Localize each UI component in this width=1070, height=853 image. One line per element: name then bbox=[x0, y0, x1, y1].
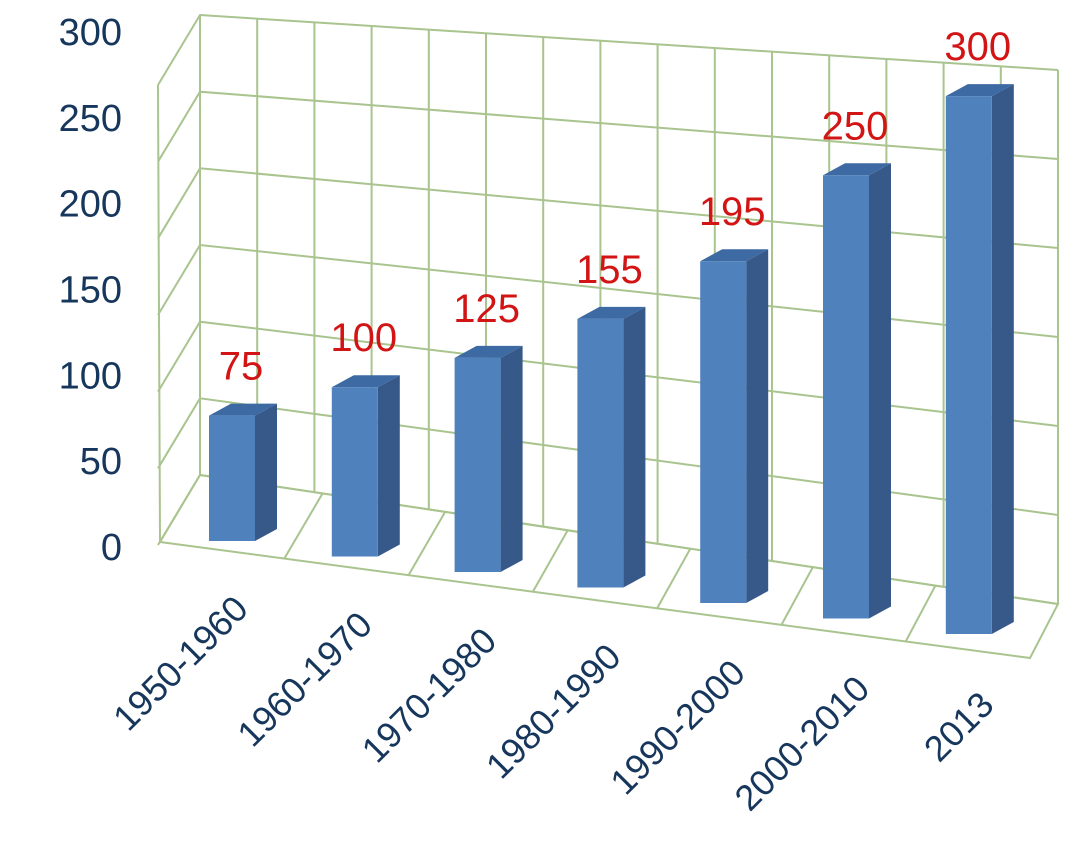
bar bbox=[577, 306, 646, 588]
data-label: 125 bbox=[453, 287, 520, 331]
bar-side-face bbox=[377, 375, 400, 557]
bar-side-face bbox=[869, 163, 891, 619]
data-label: 250 bbox=[822, 104, 889, 148]
bar-top-face bbox=[454, 345, 523, 358]
bar bbox=[823, 163, 891, 619]
bar-side-face bbox=[991, 84, 1014, 635]
floor-divider bbox=[904, 585, 937, 642]
bars bbox=[209, 84, 1014, 635]
gridline-horizontal bbox=[157, 167, 1059, 249]
bar-front-face bbox=[945, 96, 992, 635]
y-tick-label: 150 bbox=[59, 270, 122, 312]
bar-front-face bbox=[823, 175, 869, 619]
floor-divider bbox=[531, 529, 569, 593]
y-tick-label: 50 bbox=[80, 441, 122, 483]
floor-divider bbox=[780, 566, 814, 626]
bar-front-face bbox=[577, 318, 624, 588]
bar-side-face bbox=[623, 306, 646, 588]
bar-front-face bbox=[454, 357, 501, 572]
bar bbox=[209, 403, 277, 541]
bar-side-face bbox=[746, 249, 769, 603]
y-tick-label: 250 bbox=[59, 98, 122, 140]
gridline-horizontal bbox=[157, 13, 1059, 86]
category-label: 1980-1990 bbox=[478, 636, 629, 787]
data-label: 195 bbox=[699, 190, 766, 234]
category-label: 1970-1980 bbox=[354, 620, 505, 771]
data-label: 75 bbox=[219, 345, 264, 389]
floor-outline bbox=[158, 473, 1060, 660]
category-label: 1960-1970 bbox=[229, 604, 380, 755]
bar-top-face bbox=[209, 403, 277, 416]
bar-front-face bbox=[331, 387, 378, 557]
bar-top-face bbox=[700, 249, 769, 262]
bar-front-face bbox=[700, 261, 747, 603]
bar-top-face bbox=[577, 306, 646, 319]
y-axis-ticks: 0 50 100 150 200 250 300 bbox=[59, 12, 122, 569]
side-wall-edge bbox=[157, 84, 161, 543]
category-label: 2000-2010 bbox=[726, 668, 877, 819]
bar-side-face bbox=[500, 345, 523, 572]
gridline-horizontal bbox=[157, 90, 1059, 163]
data-labels: 75 100 125 155 195 250 300 bbox=[219, 25, 1011, 388]
bar-front-face bbox=[209, 415, 255, 541]
data-label: 155 bbox=[576, 248, 643, 292]
y-tick-label: 100 bbox=[59, 355, 122, 397]
bar-top-face bbox=[331, 375, 400, 388]
category-label: 1990-2000 bbox=[602, 652, 753, 803]
data-label: 300 bbox=[944, 25, 1011, 69]
category-labels: 1950-19601960-19701970-19801980-19901990… bbox=[105, 588, 1002, 819]
floor-divider bbox=[407, 511, 447, 576]
bar-side-face bbox=[255, 403, 277, 541]
bar bbox=[700, 249, 769, 603]
bar bbox=[454, 345, 523, 572]
bar-top-face bbox=[945, 84, 1014, 97]
y-tick-label: 200 bbox=[59, 184, 122, 226]
category-label: 2013 bbox=[916, 684, 1002, 770]
y-tick-label: 0 bbox=[101, 527, 122, 569]
floor-divider bbox=[656, 548, 692, 609]
bar bbox=[331, 375, 400, 557]
floor-divider bbox=[283, 492, 324, 560]
category-label: 1950-1960 bbox=[105, 588, 256, 739]
y-tick-label: 300 bbox=[59, 12, 122, 54]
bar-top-face bbox=[823, 163, 891, 176]
data-label: 100 bbox=[330, 316, 397, 360]
bar bbox=[945, 84, 1014, 635]
